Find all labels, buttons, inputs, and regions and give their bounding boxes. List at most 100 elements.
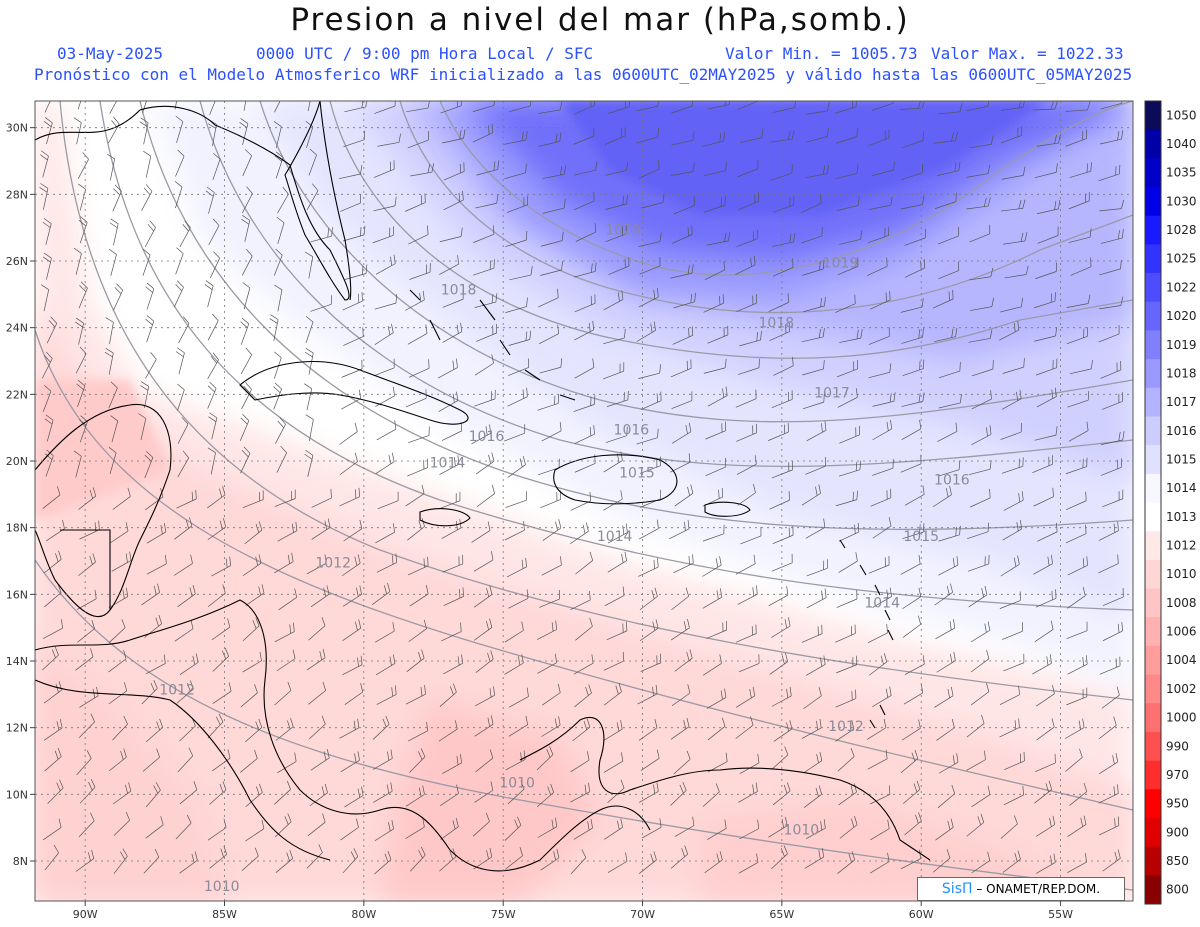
isobar-label: 1016 (934, 472, 970, 488)
axis-ticks: 30N 28N 26N 24N 22N 20N 18N 16N 14N 12N 10N 8N 90W 85… (6, 122, 1073, 921)
isobar-label: 1012 (159, 682, 195, 698)
colorbar-label: 1018 (1166, 366, 1197, 380)
colorbar-swatch (1145, 445, 1161, 475)
colorbar-label: 1016 (1166, 424, 1197, 438)
colorbar-swatch (1145, 416, 1161, 446)
isobar-label: 1014 (597, 529, 633, 545)
colorbar-label: 1013 (1166, 510, 1197, 524)
colorbar-swatch (1145, 330, 1161, 360)
colorbar-label: 1022 (1166, 280, 1197, 294)
isobar-label: 1010 (784, 822, 820, 838)
credit-box: SisΠ – ONAMET/REP.DOM. (917, 877, 1125, 901)
isobar-label: 1014 (430, 456, 466, 472)
lat-label: 14N (6, 655, 28, 668)
min-value: Valor Min. = 1005.73 (725, 44, 918, 63)
isobar-label: 1015 (619, 466, 655, 482)
colorbar-swatch (1145, 359, 1161, 389)
colorbar-label: 1025 (1166, 252, 1197, 266)
graticule (35, 101, 1133, 901)
colorbar-swatch (1145, 158, 1161, 188)
isobar-label: 1016 (469, 429, 505, 445)
isobar-label: 1017 (814, 386, 850, 402)
colorbar-swatch (1145, 760, 1161, 790)
colorbar-swatch (1145, 559, 1161, 590)
map-title: Presion a nivel del mar (hPa,somb.) (290, 2, 910, 38)
colorbar-label: 1008 (1166, 596, 1197, 610)
valid-time: 0000 UTC / 9:00 pm Hora Local / SFC (256, 44, 594, 63)
lon-label: 55W (1048, 908, 1073, 921)
colorbar-label: 1002 (1166, 682, 1197, 696)
colorbar-swatch (1145, 645, 1161, 676)
colorbar-label: 1050 (1166, 108, 1197, 122)
map-frame (34, 100, 1134, 902)
lat-label: 8N (13, 855, 28, 868)
isobar-label: 1018 (441, 282, 477, 298)
isobars (35, 101, 1133, 891)
colorbar-label: 1015 (1166, 452, 1197, 466)
lat-label: 22N (6, 388, 28, 401)
colorbar-label: 900 (1166, 825, 1189, 839)
valid-date: 03-May-2025 (57, 44, 163, 63)
forecast-info: Pronóstico con el Modelo Atmosferico WRF… (34, 65, 1133, 84)
colorbar-label: 1035 (1166, 166, 1197, 180)
sispi-logo: SisΠ (941, 881, 973, 897)
lat-label: 18N (6, 522, 28, 535)
colorbar-label: 1030 (1166, 194, 1197, 208)
colorbar-swatch (1145, 301, 1161, 331)
lat-label: 24N (6, 322, 28, 335)
colorbar-label: 970 (1166, 768, 1189, 782)
colorbar-swatch (1145, 731, 1161, 762)
colorbar-swatch (1145, 531, 1161, 561)
colorbar-label: 1019 (1166, 338, 1197, 352)
colorbar-swatch (1145, 187, 1161, 217)
colorbar-label: 1006 (1166, 625, 1197, 639)
colorbar-label: 950 (1166, 797, 1189, 811)
colorbar-label: 1012 (1166, 539, 1197, 553)
colorbar-swatch (1145, 875, 1161, 905)
isobar-label: 1019 (823, 256, 859, 272)
colorbar-swatch (1145, 817, 1161, 848)
lat-label: 12N (6, 722, 28, 735)
colorbar-swatch (1145, 703, 1161, 733)
lat-label: 28N (6, 188, 28, 201)
isobar-labels: 1020 1019 1018 1018 1017 1016 1016 1016 1015 1015… (159, 222, 969, 895)
wind-barbs (39, 101, 1125, 875)
lat-label: 16N (6, 588, 28, 601)
max-value: Valor Max. = 1022.33 (931, 44, 1124, 63)
colorbar-label: 800 (1166, 883, 1189, 897)
pressure-field (35, 101, 1133, 901)
colorbar-swatch (1145, 101, 1161, 131)
colorbar-swatch (1145, 588, 1161, 618)
colorbar-label: 1010 (1166, 567, 1197, 581)
isobar-label: 1015 (903, 529, 939, 545)
isobar-label: 1010 (499, 776, 535, 792)
lon-label: 80W (351, 908, 376, 921)
colorbar-label: 1040 (1166, 137, 1197, 151)
isobar-label: 1020 (605, 222, 641, 238)
colorbar-label: 1014 (1166, 481, 1197, 495)
lon-label: 70W (630, 908, 655, 921)
colorbar-swatch (1145, 244, 1161, 274)
lat-label: 10N (6, 788, 28, 801)
colorbar-swatch (1145, 846, 1161, 876)
colorbar-label: 1017 (1166, 395, 1197, 409)
lat-label: 26N (6, 255, 28, 268)
credit-text: – ONAMET/REP.DOM. (972, 882, 1101, 896)
lat-label: 20N (6, 455, 28, 468)
colorbar-swatch (1145, 387, 1161, 417)
isobar-label: 1018 (758, 316, 794, 332)
isobar-label: 1012 (828, 719, 864, 735)
colorbar-swatch (1145, 129, 1161, 159)
colorbar-swatch (1145, 789, 1161, 819)
lon-label: 65W (769, 908, 794, 921)
colorbar-label: 990 (1166, 739, 1189, 753)
lat-label: 30N (6, 122, 28, 135)
colorbar-label: 1020 (1166, 309, 1197, 323)
colorbar-swatch (1145, 273, 1161, 303)
isobar-label: 1012 (315, 556, 351, 572)
lon-label: 85W (212, 908, 237, 921)
colorbar-label: 1000 (1166, 711, 1197, 725)
colorbar-label: 1004 (1166, 653, 1197, 667)
isobar-label: 1014 (864, 596, 900, 612)
